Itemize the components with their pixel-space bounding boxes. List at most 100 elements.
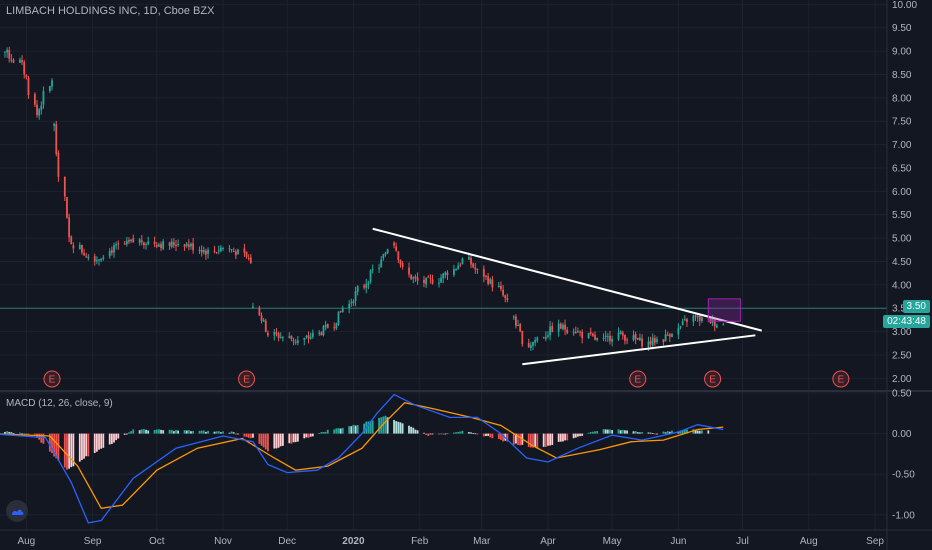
macd-histogram-bar: [557, 433, 560, 442]
macd-histogram-bar: [247, 433, 250, 438]
macd-histogram-bar: [232, 432, 235, 434]
price-tick-label: 9.00: [892, 47, 912, 58]
macd-histogram-bar: [551, 433, 554, 445]
macd-line: [0, 393, 724, 524]
candle-body: [639, 337, 641, 341]
macd-histogram-bar: [367, 421, 370, 434]
macd-histogram-bar: [183, 430, 186, 434]
macd-tick-label: 0.00: [892, 429, 912, 440]
candle-body: [53, 123, 56, 126]
macd-histogram-bar: [170, 429, 173, 434]
candle-body: [12, 60, 15, 63]
time-tick-label: Sep: [84, 536, 102, 547]
price-tick-label: 8.00: [892, 93, 912, 104]
trendlines[interactable]: [372, 227, 763, 366]
macd-histogram-bar: [707, 430, 710, 434]
candle-body: [722, 324, 725, 326]
candle-body: [596, 337, 599, 341]
macd-histogram-bar: [55, 433, 58, 459]
macd-histogram-bar: [621, 429, 624, 434]
candle-body: [551, 326, 554, 332]
candle-body: [245, 251, 248, 257]
macd-histogram-bar: [33, 433, 36, 435]
macd-histogram-bar: [207, 430, 209, 434]
macd-histogram-bar: [410, 426, 413, 434]
macd-histogram-bar: [619, 430, 622, 434]
macd-histogram-bar: [252, 433, 254, 438]
candle-body: [339, 311, 342, 313]
candle-body: [604, 335, 607, 338]
macd-histogram-bar: [532, 433, 534, 448]
time-axis[interactable]: Aug Sep Oct Nov Dec 2020 Feb Mar Apr May Jun Jul Aug…: [0, 529, 932, 547]
candle-body: [57, 152, 60, 177]
time-tick-label: Apr: [540, 536, 556, 547]
candle-body: [474, 267, 477, 270]
macd-histogram-bar: [686, 429, 688, 434]
candle-body: [307, 335, 310, 339]
time-tick-label: Jun: [670, 536, 686, 547]
macd-histogram-bar: [12, 433, 15, 434]
macd-histogram-bar: [318, 433, 321, 435]
candle-body: [497, 285, 500, 287]
candle-body: [100, 258, 103, 261]
candle-body: [671, 334, 673, 338]
candle-body: [416, 277, 419, 281]
macd-histogram-bar: [371, 420, 374, 434]
candle-body: [130, 239, 132, 242]
candle-body: [296, 340, 299, 343]
candle-body: [305, 336, 308, 338]
macd-histogram-bar: [217, 431, 220, 434]
candle-body: [110, 250, 113, 253]
countdown-price-tag: 02:43:48: [883, 315, 930, 328]
macd-histogram-bar: [341, 427, 344, 434]
macd-histogram-bar: [153, 430, 156, 434]
candle-body: [606, 335, 609, 337]
macd-histogram-bar: [634, 431, 637, 434]
macd-histogram-bar: [596, 431, 599, 434]
macd-histogram-bar: [701, 430, 703, 434]
candle-body: [294, 341, 297, 343]
macd-histogram-bar: [290, 433, 293, 444]
macd-histogram-bar: [641, 432, 643, 434]
macd-histogram-bar: [110, 433, 113, 444]
candle-body: [491, 279, 494, 288]
candle-body: [113, 245, 115, 253]
macd-histogram-bar: [8, 431, 11, 434]
macd-histogram-bar: [277, 433, 280, 448]
macd-histogram-bar: [438, 433, 440, 435]
macd-histogram-bar: [566, 433, 569, 441]
price-axis[interactable]: 10.00 9.50 9.00 8.50 8.00 7.50 7.00 6.50 6.00 5.5…: [886, 0, 917, 550]
time-tick-label: Mar: [473, 536, 491, 547]
macd-histogram-bar: [350, 426, 353, 434]
candle-body: [19, 59, 21, 63]
macd-histogram-bar: [337, 428, 340, 434]
macd-histogram-bar: [384, 415, 387, 434]
price-tick-label: 2.00: [892, 374, 912, 385]
trendline: [372, 227, 763, 332]
candle-body: [279, 337, 282, 339]
trendline: [522, 334, 756, 366]
macd-histogram-bar: [249, 433, 252, 439]
macd-histogram-bar: [281, 433, 284, 446]
candle-body: [70, 236, 73, 245]
time-tick-label: Aug: [17, 536, 35, 547]
tradingview-logo-icon[interactable]: [6, 500, 28, 522]
candle-body: [414, 276, 417, 279]
candle-body: [153, 241, 156, 245]
macd-histogram-bar: [40, 433, 43, 443]
candle-body: [190, 243, 192, 247]
highlight-box[interactable]: [707, 298, 741, 322]
candle-body: [138, 239, 141, 243]
macd-histogram-bar: [562, 433, 564, 442]
macd-histogram-bar: [138, 430, 141, 434]
candle-body: [228, 248, 231, 250]
candle-body: [183, 244, 186, 247]
macd-histogram-bar: [395, 421, 398, 434]
candle-body: [378, 267, 380, 269]
macd-histogram-bar: [202, 430, 205, 434]
candle-body: [6, 49, 9, 53]
earnings-marker-icon: [43, 370, 61, 388]
macd-histogram-bar: [414, 429, 417, 434]
